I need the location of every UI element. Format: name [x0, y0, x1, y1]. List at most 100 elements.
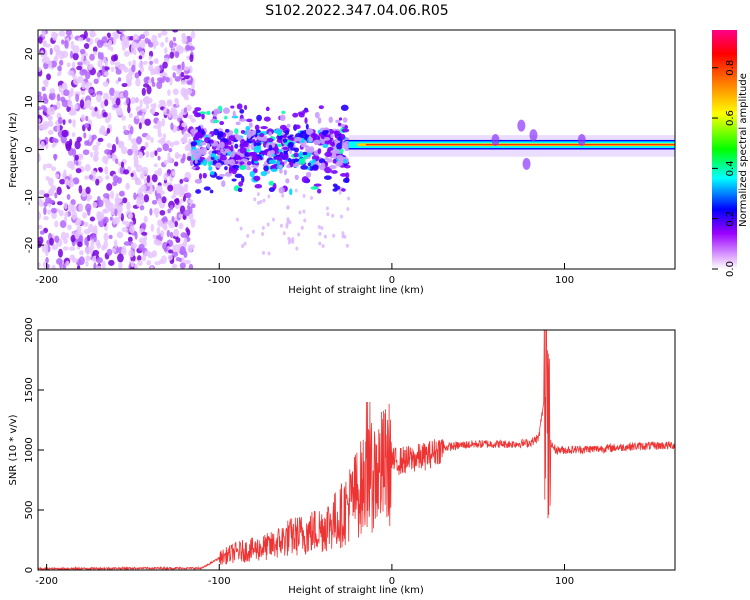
heatmap-cell — [246, 233, 250, 238]
heatmap-cell — [65, 140, 72, 149]
heatmap-cell — [141, 108, 147, 113]
heatmap-cell — [151, 173, 158, 183]
heatmap-cell — [67, 203, 75, 212]
heatmap-cell — [141, 253, 147, 262]
heatmap-cell — [172, 244, 176, 253]
heatmap-cell — [320, 162, 326, 169]
heatmap-cell — [139, 205, 145, 211]
heatmap-cell — [157, 32, 162, 38]
heatmap-cell — [125, 73, 133, 83]
heatmap-cell — [170, 122, 174, 131]
heatmap-cell — [139, 99, 143, 108]
heatmap-cell — [118, 190, 125, 197]
heatmap-cell — [117, 77, 122, 82]
heatmap-cell — [84, 71, 91, 80]
heatmap-cell — [129, 35, 135, 41]
heatmap-cell — [268, 159, 277, 165]
heatmap-cell — [133, 158, 139, 166]
heatmap-cell — [146, 175, 151, 184]
colorbar-tick-label: 0.2 — [725, 211, 736, 227]
heatmap-cell — [200, 147, 208, 154]
snr-xlabel: Height of straight line (km) — [288, 585, 424, 596]
heatmap-cell — [253, 175, 261, 182]
heatmap-cell — [73, 77, 80, 86]
heatmap-cell — [294, 136, 302, 142]
heatmap-cell — [288, 137, 296, 141]
heatmap-cell — [192, 152, 201, 160]
heatmap-cell — [312, 158, 316, 164]
heatmap-cell — [119, 63, 126, 69]
heatmap-cell — [282, 231, 286, 236]
heatmap-cell — [255, 129, 261, 133]
heatmap-cell — [300, 225, 304, 230]
heatmap-cell — [215, 162, 222, 169]
heatmap-cell — [100, 100, 106, 109]
heatmap-cell — [262, 250, 266, 255]
heatmap-cell — [153, 238, 160, 246]
heatmap-cell — [59, 59, 64, 66]
heatmap-cell — [317, 225, 321, 230]
heatmap-cell — [178, 257, 182, 262]
heatmap-cell — [172, 187, 176, 196]
heatmap-cell — [67, 70, 75, 77]
heatmap-cell — [163, 172, 168, 181]
y-tick-label: 1500 — [24, 377, 35, 402]
heatmap-cell — [121, 45, 126, 51]
heatmap-cell — [44, 56, 50, 64]
heatmap-cell — [58, 30, 66, 37]
heatmap-cell — [223, 142, 229, 149]
heatmap-cell — [239, 226, 243, 231]
heatmap-cell — [120, 247, 127, 256]
heatmap-cell — [105, 202, 111, 207]
heatmap-cell — [137, 259, 143, 266]
heatmap-cell — [58, 209, 64, 217]
heatmap-cell — [323, 234, 327, 239]
heatmap-cell — [38, 224, 43, 230]
heatmap-cell — [285, 178, 290, 184]
heatmap-cell — [325, 206, 329, 211]
heatmap-cell — [213, 119, 220, 124]
heatmap-cell — [72, 45, 80, 54]
heatmap-cell — [297, 232, 301, 237]
colorbar-ticks: 0.0 0.2 0.4 0.6 0.8 — [712, 60, 736, 277]
heatmap-cell — [78, 185, 83, 194]
heatmap-cell — [185, 132, 191, 138]
heatmap-cell — [104, 60, 108, 67]
heatmap-cell — [183, 131, 187, 139]
heatmap-cell — [143, 83, 150, 88]
heatmap-cell — [70, 199, 76, 206]
heatmap-cell — [112, 31, 119, 37]
heatmap-cell — [185, 44, 191, 51]
heatmap-cell — [164, 47, 168, 54]
heatmap-cell — [320, 139, 325, 145]
heatmap-cell — [120, 161, 125, 168]
heatmap-cell — [79, 48, 86, 55]
heatmap-cell — [229, 159, 236, 166]
heatmap-cell — [106, 248, 113, 256]
heatmap-cell — [134, 263, 138, 269]
heatmap-cell — [283, 135, 288, 139]
heatmap-cell — [57, 116, 63, 125]
heatmap-cell — [190, 141, 198, 146]
heatmap-cell — [144, 177, 148, 184]
heatmap-cell — [266, 222, 270, 227]
heatmap-cell — [239, 161, 245, 165]
y-tick-label: 0 — [24, 146, 35, 152]
heatmap-cell — [85, 186, 91, 195]
heatmap-cell — [111, 98, 116, 106]
heatmap-cell — [259, 132, 265, 138]
heatmap-cell — [61, 129, 69, 138]
heatmap-cell — [167, 157, 173, 164]
heatmap-cell — [278, 165, 283, 169]
heatmap-cell — [218, 173, 226, 177]
heatmap-cell — [154, 58, 159, 65]
heatmap-cell — [305, 128, 314, 136]
heatmap-cell — [190, 30, 196, 40]
heatmap-cell — [345, 172, 350, 179]
heatmap-cell — [305, 123, 309, 130]
heatmap-cell — [48, 177, 54, 187]
heatmap-cell — [253, 197, 257, 202]
heatmap-cell — [140, 146, 146, 151]
heatmap-cell — [336, 142, 343, 150]
heatmap-cell — [43, 193, 50, 198]
